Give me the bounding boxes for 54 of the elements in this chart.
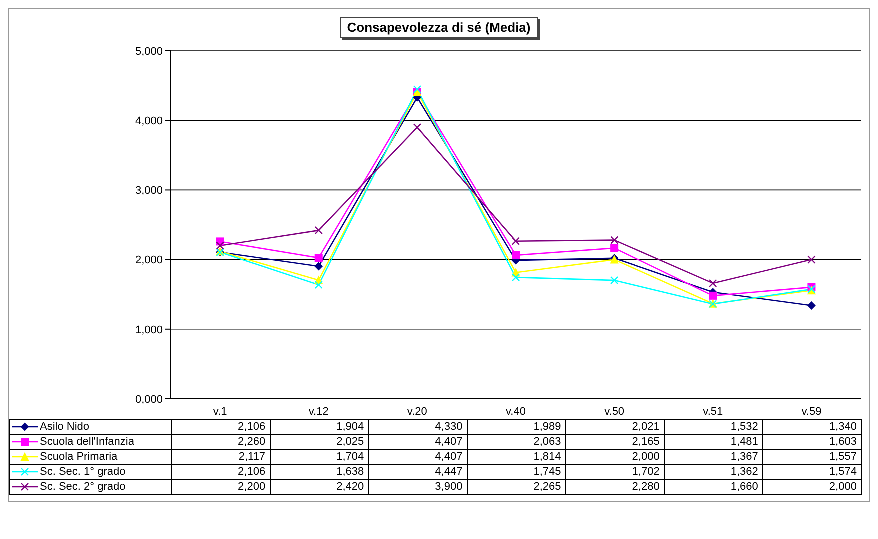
x-tick-label: v.50: [604, 406, 625, 418]
data-label: 1,532: [664, 420, 763, 434]
y-tick-label: 3,000: [135, 185, 163, 198]
data-label: 1,702: [566, 464, 664, 480]
data-label: 2,106: [172, 464, 270, 480]
data-label: 1,704: [270, 450, 369, 464]
data-label: 2,000: [566, 450, 664, 464]
data-label: 1,660: [664, 480, 763, 494]
data-label: 1,814: [467, 450, 566, 464]
data-label: 1,362: [664, 464, 763, 480]
data-label: 2,106: [172, 420, 270, 434]
data-label: 2,063: [467, 434, 566, 450]
data-label: 2,420: [270, 480, 369, 494]
data-label: 2,265: [467, 480, 566, 494]
data-label: 4,330: [368, 420, 468, 434]
data-label: 2,200: [172, 480, 270, 494]
data-label: 1,557: [762, 450, 862, 464]
x-tick-label: v.1: [213, 406, 228, 418]
data-label: 1,481: [664, 434, 763, 450]
data-label: 4,447: [368, 464, 468, 480]
data-label: 1,603: [762, 434, 862, 450]
data-label: 1,745: [467, 464, 566, 480]
legend-label: Sc. Sec. 1° grado: [10, 464, 172, 480]
data-label: 2,280: [566, 480, 664, 494]
x-tick-label: v.20: [407, 406, 428, 418]
legend-label: Sc. Sec. 2° grado: [10, 480, 172, 494]
data-label: 4,407: [368, 450, 468, 464]
data-label: 4,407: [368, 434, 468, 450]
y-tick-label: 0,000: [135, 394, 163, 406]
y-tick-label: 5,000: [135, 46, 163, 58]
data-label: 1,638: [270, 464, 369, 480]
legend-label: Scuola dell'Infanzia: [10, 434, 172, 450]
data-label: 3,900: [368, 480, 468, 494]
x-tick-label: v.51: [703, 406, 724, 418]
data-label: 1,367: [664, 450, 763, 464]
data-label: 2,260: [172, 434, 270, 450]
data-label: 2,021: [566, 420, 664, 434]
data-label: 1,989: [467, 420, 566, 434]
data-label: 1,574: [762, 464, 862, 480]
data-label: 2,165: [566, 434, 664, 450]
chart-title: Consapevolezza di sé (Media): [340, 17, 538, 38]
y-tick-label: 4,000: [135, 116, 163, 128]
y-tick-label: 2,000: [135, 254, 163, 267]
x-tick-label: v.59: [802, 406, 822, 418]
data-label: 2,000: [762, 480, 862, 494]
y-tick-label: 1,000: [135, 324, 163, 336]
legend-label: Asilo Nido: [10, 420, 172, 434]
legend-label: Scuola Primaria: [10, 450, 172, 464]
data-label: 1,904: [270, 420, 369, 434]
data-label: 2,025: [270, 434, 369, 450]
x-tick-label: v.40: [506, 406, 526, 418]
data-label: 2,117: [172, 450, 270, 464]
data-label: 1,340: [762, 420, 862, 434]
x-tick-label: v.12: [308, 406, 329, 418]
